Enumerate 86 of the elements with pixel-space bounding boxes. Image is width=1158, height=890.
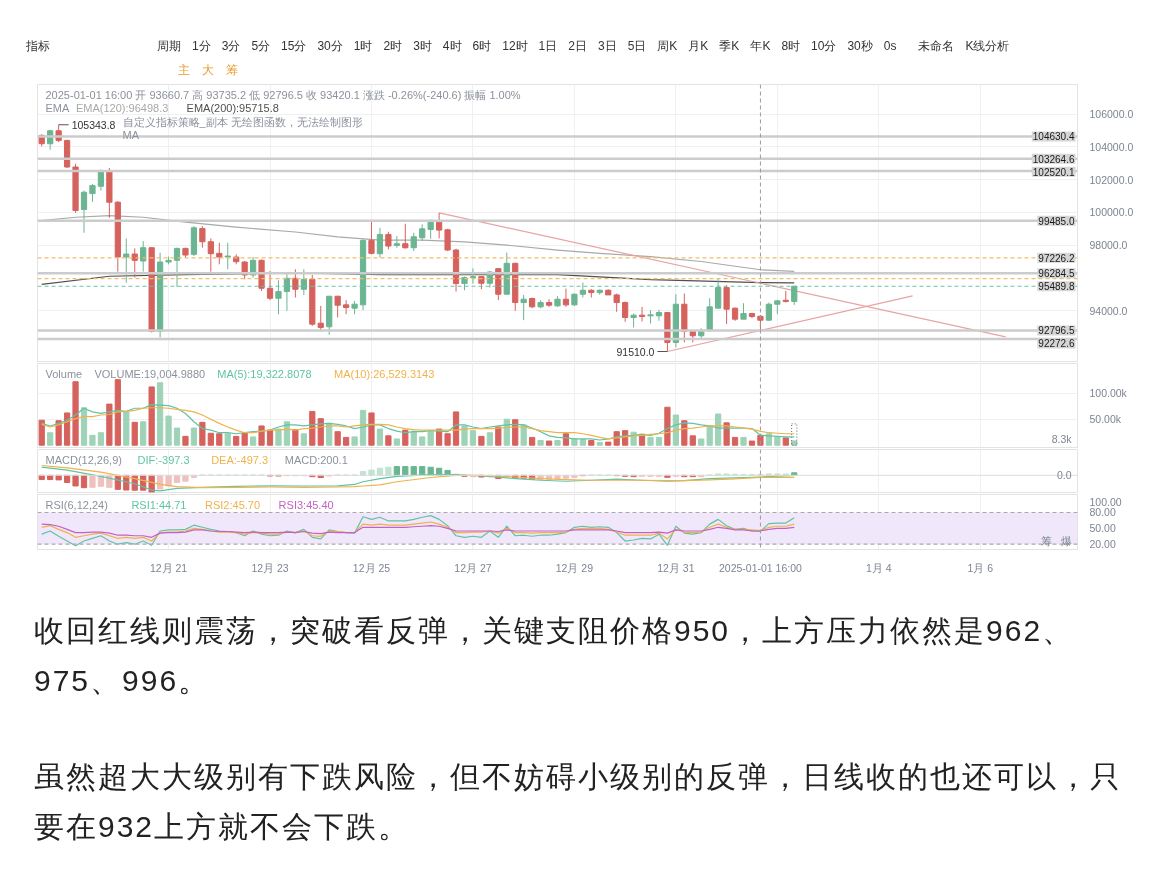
text: 2时 [383, 38, 403, 56]
annotation: 筹 [1040, 534, 1052, 547]
text: 1分 [192, 38, 211, 56]
text: 2025-01-01 16:00 [718, 561, 803, 574]
x-tick-label: 12月 31 [657, 561, 695, 574]
text: MA(10):26,529.3143 [334, 367, 435, 380]
x-tick-label: 12月 29 [555, 561, 594, 574]
x-tick-label: 1月 6 [967, 561, 994, 574]
annotation: 95489.8 [1038, 281, 1075, 293]
annotation: 爆 [1060, 534, 1072, 547]
y-tick-label: 104000.0 [1089, 140, 1134, 153]
text: 季K [719, 38, 740, 56]
text: 6时 [472, 38, 492, 56]
y-tick-label: 98000.0 [1089, 239, 1128, 252]
annotation: 91510.0 [616, 345, 655, 358]
text: 1时 [353, 38, 373, 56]
y-tick-label: 50.00k [1089, 413, 1122, 426]
x-tick-label: 12月 25 [352, 561, 391, 574]
text: 3分 [221, 38, 241, 56]
text: 1日 [538, 38, 558, 56]
text: 15分 [281, 38, 307, 56]
series-label: VOLUME:19,004.9880 [94, 367, 206, 380]
text: 虽然超大大级别有下跌风险，但不妨碍小级别的反弹，日线收的也还可以，只要在932上方就不会下跌。 [34, 759, 1123, 845]
text: K线分析 [965, 38, 1010, 56]
series-label: RSI2:45.70 [205, 498, 261, 511]
text: 周K [657, 38, 678, 56]
series-label: DIF:-397.3 [137, 453, 190, 466]
annotation: 92272.6 [1038, 338, 1075, 350]
series-label: MACD:200.1 [284, 453, 348, 466]
text: 5分 [251, 38, 271, 56]
x-tick-label: 12月 21 [149, 561, 188, 574]
text: 30分 [317, 38, 343, 56]
series-label: RSI1:44.71 [131, 498, 187, 511]
annotation: 0.0 [1056, 469, 1072, 482]
text: 年K [750, 38, 771, 56]
annotation: 102520.1 [1032, 166, 1075, 178]
series-label: RSI3:45.40 [278, 498, 334, 511]
chart-title: 2025-01-01 16:00 开 93660.7 高 93735.2 低 92796.5 收 93420.1 涨跌 -0.26%(-240.6) 振幅 1.00% [45, 88, 521, 101]
annotation: 8.3k [1051, 432, 1073, 445]
y-tick-label: 94000.0 [1089, 304, 1128, 317]
y-tick-label: 20.00 [1089, 538, 1116, 551]
text: 2日 [568, 38, 587, 56]
annotation: 105343.8 [71, 118, 116, 131]
y-tick-label: 100000.0 [1089, 206, 1134, 219]
series-label: DEA:-497.3 [211, 453, 269, 466]
text: 收回红线则震荡，突破看反弹，关键支阻价格950，上方压力依然是962、975、996。 [34, 613, 1076, 699]
y-tick-label: 100.00 [1089, 495, 1122, 508]
text: 30秒 [847, 38, 873, 56]
annotation: 103264.6 [1032, 153, 1075, 165]
text: 3日 [597, 38, 617, 56]
legend-title: Volume [45, 367, 83, 380]
text: 10分 [811, 38, 837, 56]
text: 0s [883, 38, 897, 56]
x-tick-label: 12月 27 [454, 561, 492, 574]
x-tick-label: 1月 4 [866, 561, 892, 574]
y-tick-label: 50.00 [1089, 522, 1116, 535]
legend-title: EMA [45, 102, 70, 114]
text: 筹 [226, 62, 238, 80]
legend-title: RSI(6,12,24) [45, 498, 108, 511]
annotation: 99485.0 [1038, 215, 1075, 227]
text: 8时 [781, 38, 801, 56]
x-tick-label: 12月 23 [251, 561, 289, 574]
text: MA(5):19,322.8078 [217, 367, 312, 380]
annotation: 97226.2 [1038, 252, 1075, 264]
text: 12时 [502, 38, 528, 56]
text: 主 [178, 62, 190, 80]
text: 月K [688, 38, 709, 56]
annotation: 92796.5 [1038, 325, 1075, 337]
annotation: 自定义指标策略_副本 无绘图函数，无法绘制图形 [122, 115, 363, 128]
text: 5日 [627, 38, 647, 56]
legend-title: MACD(12,26,9) [45, 453, 122, 466]
y-tick-label: 106000.0 [1089, 108, 1134, 120]
text: 未命名 [918, 38, 955, 56]
annotation: MA [122, 129, 140, 141]
y-tick-label: 100.00k [1089, 387, 1128, 400]
annotation: 96284.5 [1038, 268, 1075, 280]
text: 4时 [442, 38, 462, 56]
y-tick-label: 102000.0 [1089, 173, 1134, 186]
text: 3时 [413, 38, 432, 56]
text: EMA(200):95715.8 [186, 102, 279, 114]
annotation: 104630.4 [1032, 131, 1075, 143]
text: 周期 [157, 38, 181, 56]
text: 大 [202, 62, 214, 80]
text: 指标 [26, 38, 50, 56]
y-tick-label: 80.00 [1089, 506, 1116, 519]
text: EMA(120):96498.3 [75, 102, 169, 114]
